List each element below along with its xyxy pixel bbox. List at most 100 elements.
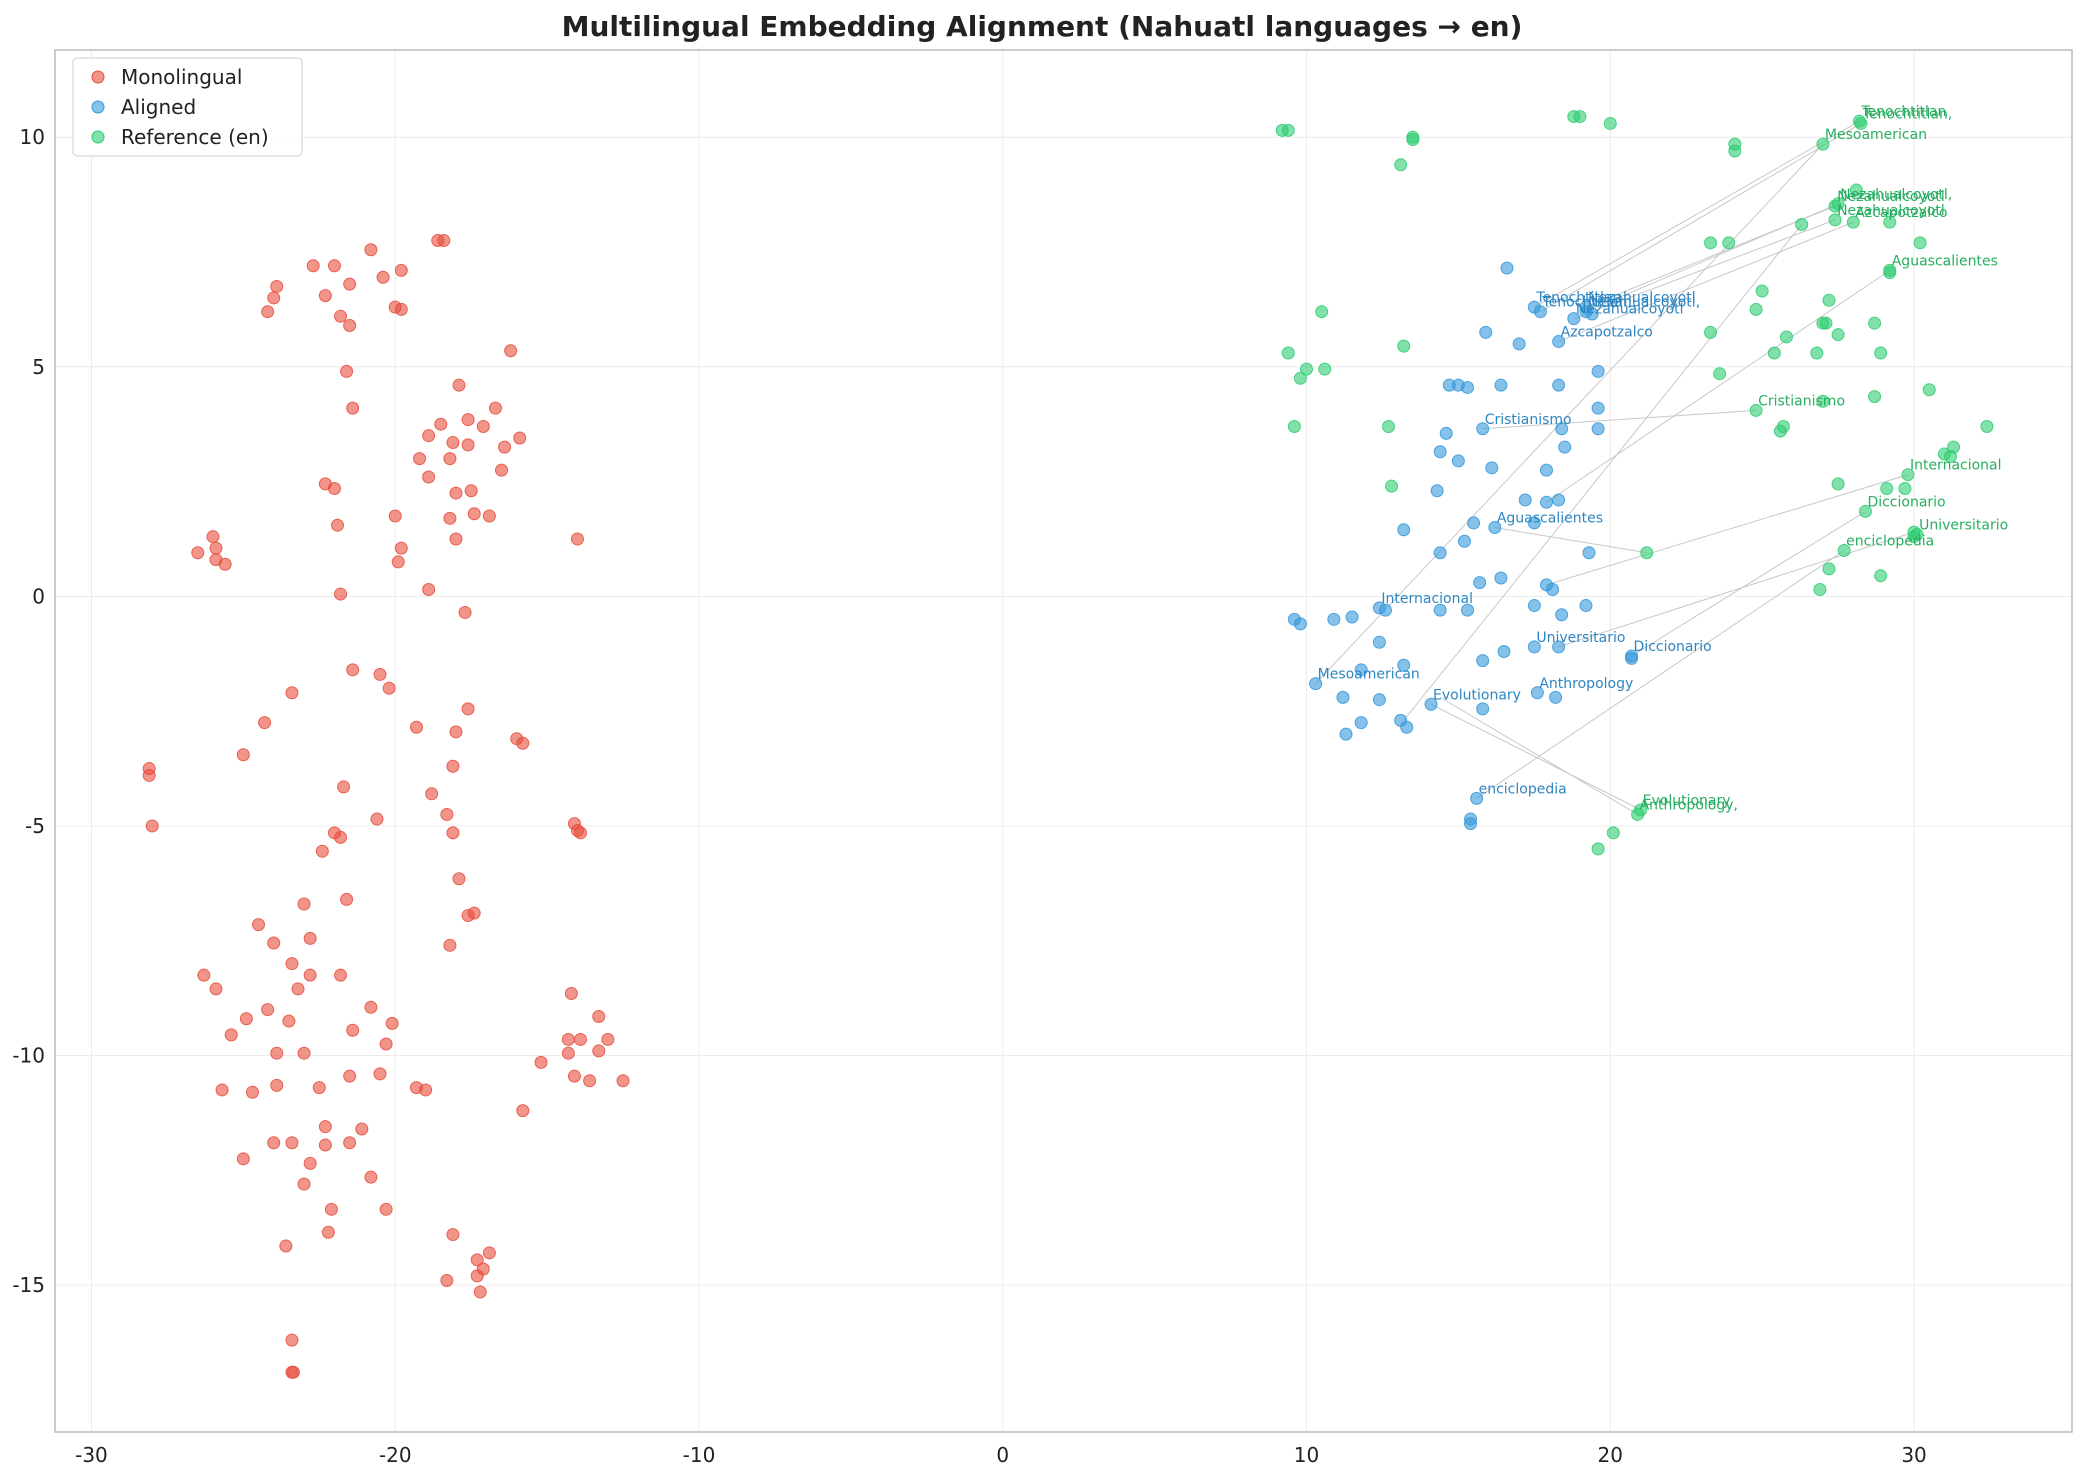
monolingual-point: [561, 1032, 575, 1046]
monolingual-point: [470, 1269, 484, 1283]
aligned-point: [1552, 493, 1566, 507]
reference-en-point-label: Nezahualcoyotl: [1837, 203, 1945, 219]
monolingual-point: [334, 968, 348, 982]
data-points: [142, 110, 1994, 1379]
alignment-link: [1315, 143, 1824, 684]
aligned-point: [1558, 440, 1572, 454]
reference-en-point: [1406, 133, 1420, 147]
reference-en-point-label: Diccionario: [1867, 494, 1945, 510]
monolingual-point: [285, 1136, 299, 1150]
monolingual-point: [191, 546, 205, 560]
x-tick-label: 30: [1901, 1443, 1926, 1467]
monolingual-point: [452, 872, 466, 886]
x-tick-label: 10: [1294, 1443, 1319, 1467]
monolingual-point: [334, 830, 348, 844]
chart-title: Multilingual Embedding Alignment (Nahuat…: [562, 10, 1523, 43]
grid-lines: [55, 50, 2072, 1432]
alignment-link: [1430, 703, 1641, 811]
monolingual-point: [303, 968, 317, 982]
monolingual-point: [446, 826, 460, 840]
monolingual-point: [394, 263, 408, 277]
reference-en-point: [1980, 419, 1994, 433]
aligned-point: [1309, 677, 1323, 691]
monolingual-point: [382, 681, 396, 695]
monolingual-point: [394, 541, 408, 555]
monolingual-point: [394, 302, 408, 316]
aligned-point: [1293, 617, 1307, 631]
aligned-point: [1494, 378, 1508, 392]
monolingual-point: [458, 605, 472, 619]
monolingual-point: [482, 509, 496, 523]
alignment-link: [1494, 527, 1647, 554]
aligned-point: [1336, 690, 1350, 704]
aligned-point: [1591, 401, 1605, 415]
aligned-point: [1530, 686, 1544, 700]
reference-en-point: [1631, 807, 1645, 821]
aligned-point-label: Cristianismo: [1485, 412, 1572, 428]
plot-frame: [54, 49, 2073, 1433]
monolingual-point: [270, 279, 284, 293]
reference-en-point: [1318, 362, 1332, 376]
reference-en-point: [1828, 213, 1842, 227]
monolingual-point: [364, 243, 378, 257]
aligned-point: [1527, 599, 1541, 613]
x-tick-label: -10: [683, 1443, 716, 1467]
monolingual-point: [561, 1046, 575, 1060]
monolingual-point: [498, 440, 512, 454]
monolingual-point: [467, 507, 481, 521]
monolingual-point: [285, 957, 299, 971]
reference-en-point: [1922, 383, 1936, 397]
reference-en-point: [1281, 123, 1295, 137]
monolingual-point: [252, 918, 266, 932]
reference-en-point-label: Nezahualcoyotl,: [1840, 187, 1952, 203]
aligned-point: [1473, 576, 1487, 590]
aligned-point: [1397, 658, 1411, 672]
monolingual-point: [376, 270, 390, 284]
monolingual-point: [324, 1202, 338, 1216]
aligned-point: [1539, 463, 1553, 477]
aligned-point: [1625, 651, 1639, 665]
aligned-point: [1476, 654, 1490, 668]
monolingual-point: [285, 1333, 299, 1347]
aligned-point: [1339, 727, 1353, 741]
reference-en-point: [1382, 419, 1396, 433]
aligned-point: [1372, 693, 1386, 707]
aligned-point: [1327, 612, 1341, 626]
alignment-link: [1534, 120, 1860, 308]
aligned-point: [1549, 690, 1563, 704]
aligned-point: [1527, 640, 1541, 654]
legend-label: Reference (en): [121, 125, 269, 149]
monolingual-point: [267, 291, 281, 305]
monolingual-point: [297, 1177, 311, 1191]
aligned-point: [1585, 307, 1599, 321]
aligned-point: [1527, 516, 1541, 530]
reference-en-point: [1943, 449, 1957, 463]
monolingual-point: [197, 968, 211, 982]
alignment-link: [1558, 531, 1915, 648]
reference-en-point: [1880, 481, 1894, 495]
monolingual-point: [385, 1016, 399, 1030]
reference-en-point: [1394, 158, 1408, 172]
monolingual-point: [440, 1273, 454, 1287]
monolingual-point: [443, 938, 457, 952]
aligned-point-label: Evolutionary: [1433, 687, 1521, 703]
reference-en-point: [1603, 116, 1617, 130]
reference-en-point: [1315, 305, 1329, 319]
monolingual-point: [567, 1069, 581, 1083]
aligned-point: [1555, 608, 1569, 622]
monolingual-point: [306, 259, 320, 273]
reference-en-point: [1913, 236, 1927, 250]
aligned-point: [1582, 546, 1596, 560]
monolingual-point: [592, 1044, 606, 1058]
aligned-point: [1591, 364, 1605, 378]
monolingual-point: [303, 1156, 317, 1170]
monolingual-point: [218, 557, 232, 571]
aligned-point: [1479, 325, 1493, 339]
reference-en-point: [1883, 266, 1897, 280]
reference-en-point: [1293, 371, 1307, 385]
monolingual-point: [467, 906, 481, 920]
axis-ticks: -30 -20 -10 0 10 20 30 10 5 0 -5 -10 -15: [12, 125, 1926, 1467]
monolingual-point: [343, 1136, 357, 1150]
alignment-link: [1482, 409, 1757, 430]
reference-en-point: [1722, 236, 1736, 250]
